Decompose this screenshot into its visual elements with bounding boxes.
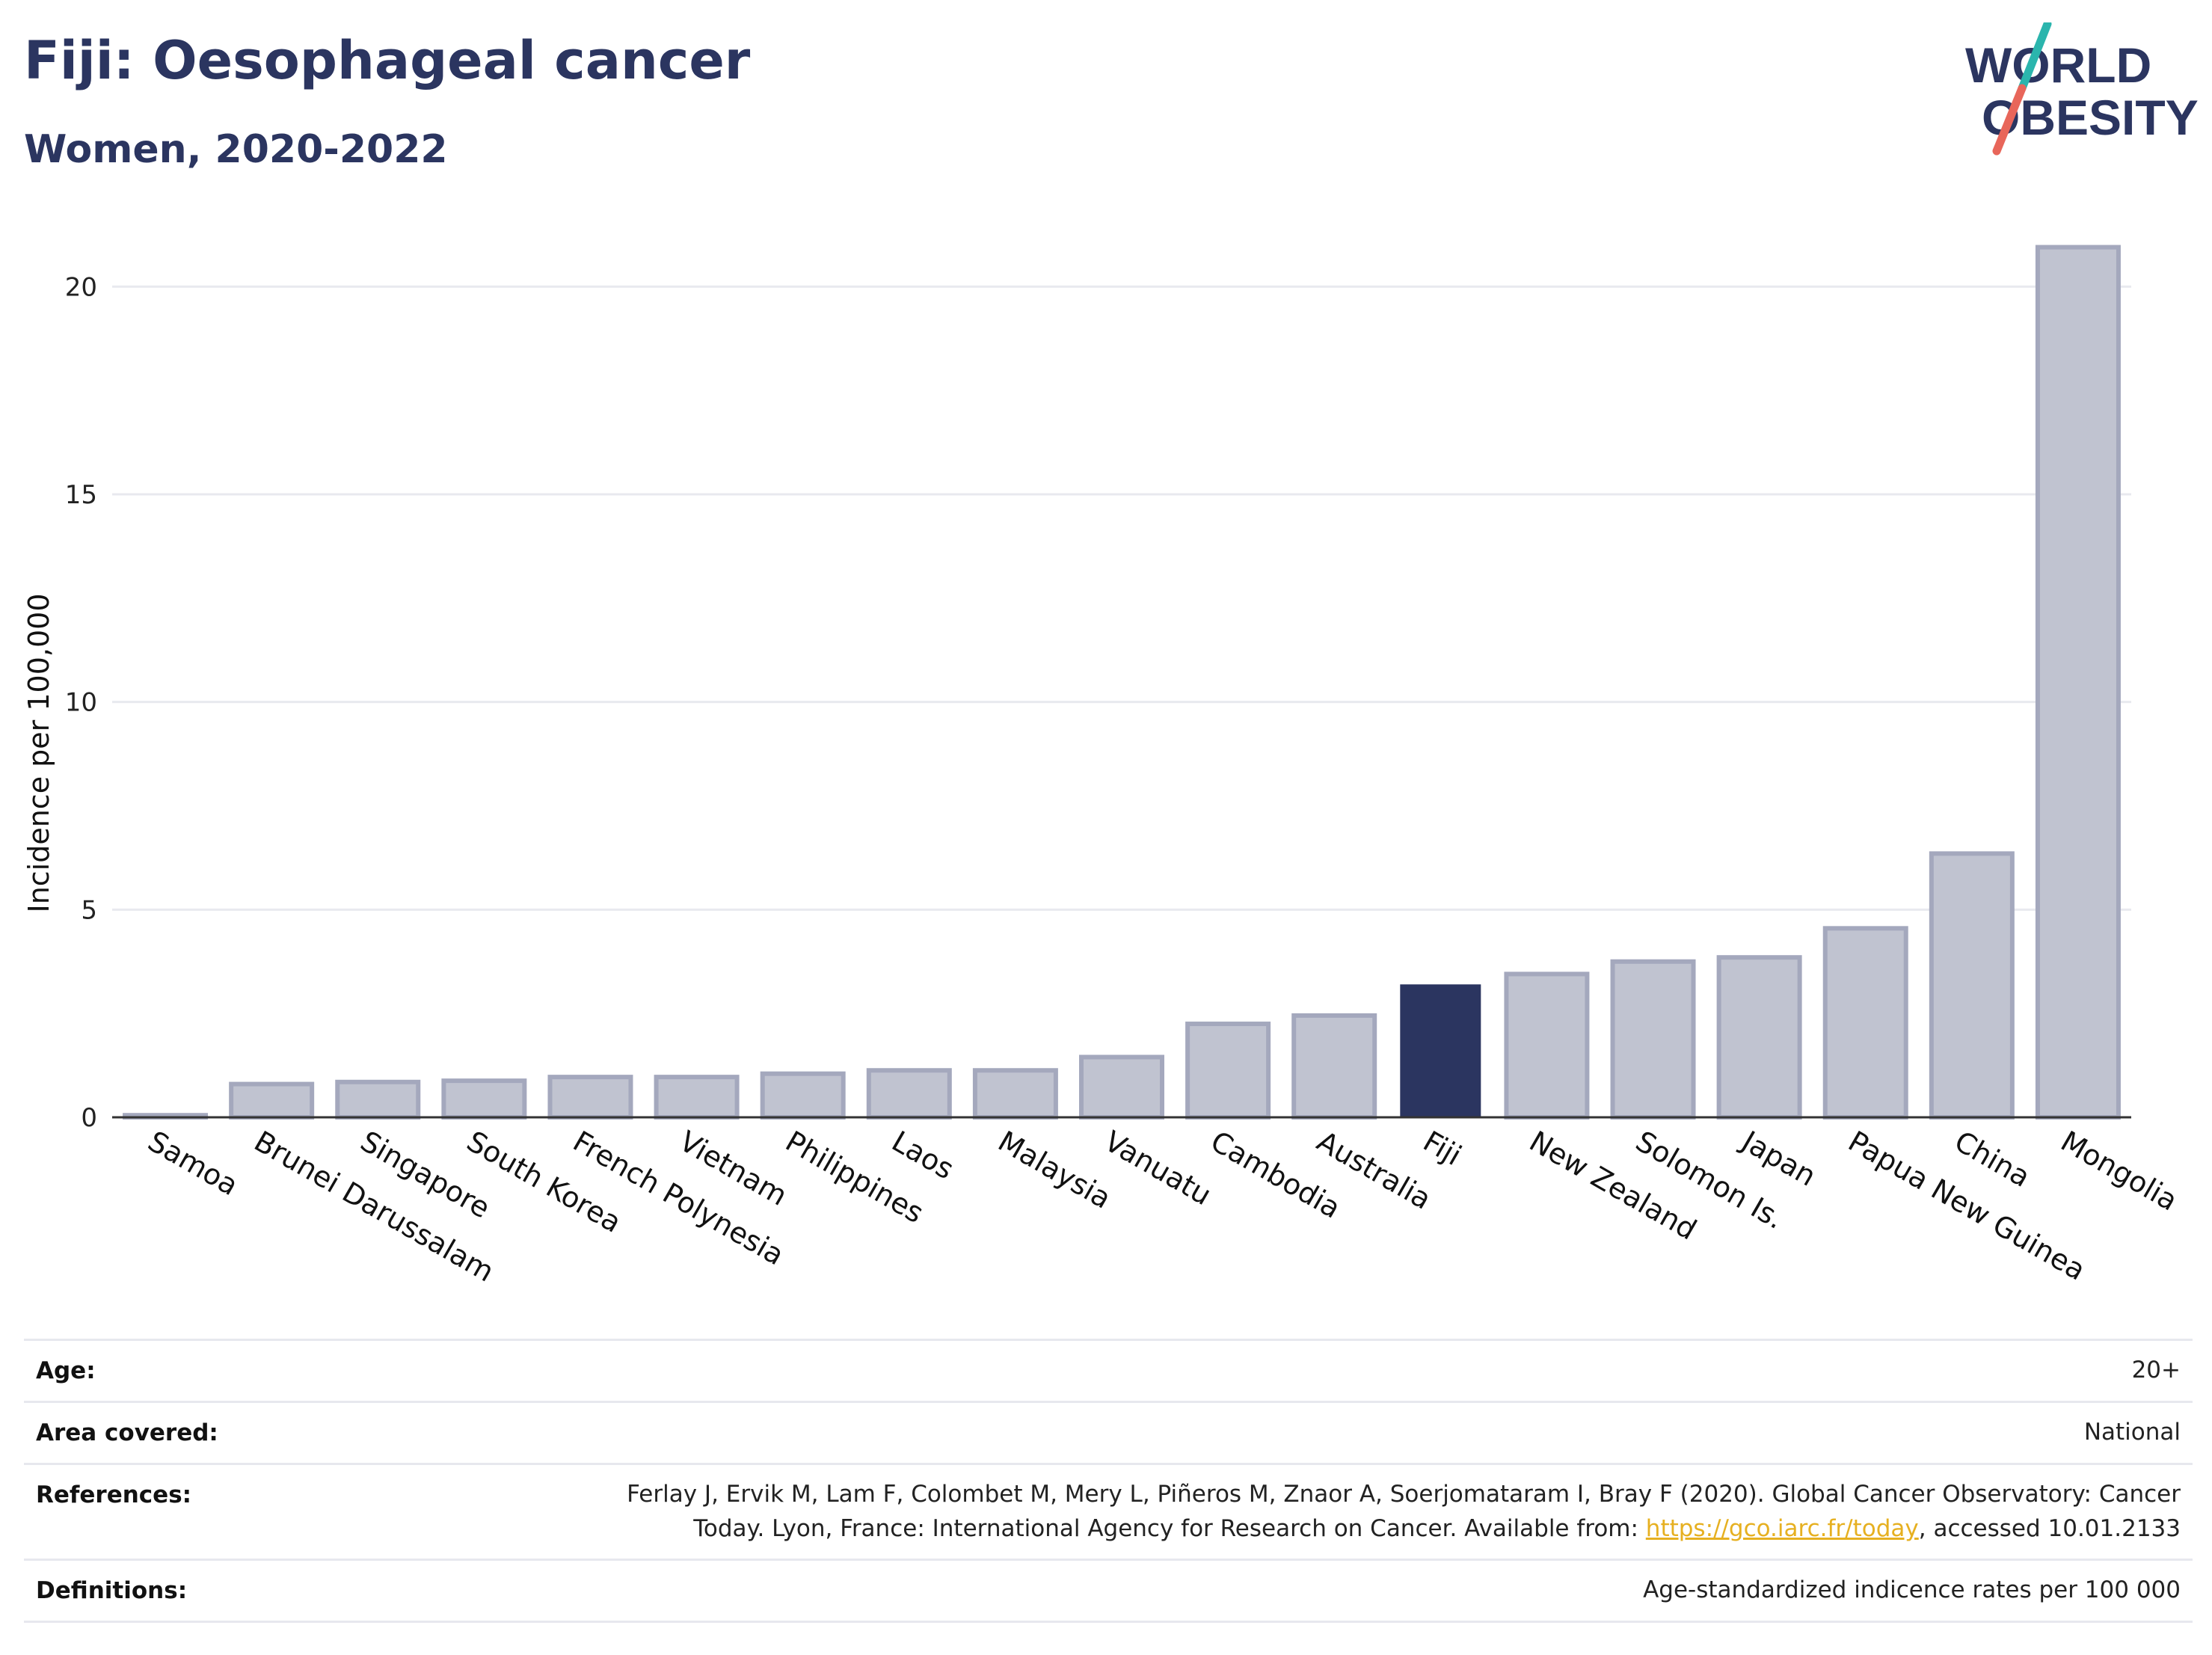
x-tick-label: Mongolia: [2055, 1125, 2183, 1218]
bar-new-zealand: [1504, 971, 1590, 1120]
references-line-2: Today. Lyon, France: International Agenc…: [461, 1511, 2181, 1546]
bar-china: [1929, 851, 2015, 1120]
y-tick-label: 10: [65, 688, 97, 718]
references-value: Ferlay J, Ervik M, Lam F, Colombet M, Me…: [461, 1477, 2181, 1546]
x-tick-label: Samoa: [143, 1125, 244, 1203]
references-line-1: Ferlay J, Ervik M, Lam F, Colombet M, Me…: [627, 1481, 2181, 1508]
bar-japan: [1716, 955, 1802, 1120]
info-row-area: Area covered: National: [24, 1401, 2193, 1463]
area-label: Area covered:: [36, 1419, 218, 1446]
x-tick-label: Malaysia: [992, 1125, 1116, 1215]
references-link[interactable]: https://gco.iarc.fr/today: [1645, 1515, 1919, 1542]
x-tick-label: Vanuatu: [1099, 1125, 1217, 1212]
bar-singapore: [335, 1079, 421, 1120]
bar-philippines: [760, 1071, 846, 1120]
y-tick-label: 20: [65, 272, 97, 302]
info-row-references: References: Ferlay J, Ervik M, Lam F, Co…: [24, 1463, 2193, 1559]
info-row-age: Age: 20+: [24, 1339, 2193, 1401]
x-tick-label: Laos: [886, 1125, 959, 1186]
bar-malaysia: [972, 1068, 1058, 1120]
bar-french-polynesia: [547, 1075, 633, 1120]
bar-vanuatu: [1079, 1054, 1164, 1120]
y-tick-label: 15: [65, 480, 97, 510]
bar-papua-new-guinea: [1822, 926, 1908, 1120]
references-line-2-suffix: , accessed 10.01.2133: [1918, 1515, 2181, 1542]
bar-solomon-is-: [1610, 959, 1696, 1120]
area-value: National: [2083, 1419, 2181, 1446]
age-label: Age:: [36, 1357, 96, 1384]
bars: [123, 245, 2121, 1120]
y-axis-label: Incidence per 100,000: [22, 593, 55, 912]
bar-south-korea: [441, 1078, 527, 1120]
logo-slash-top: [2018, 22, 2052, 93]
x-tick-label: Fiji: [1418, 1125, 1467, 1172]
bar-mongolia: [2035, 245, 2121, 1120]
info-table: Age: 20+ Area covered: National Referenc…: [24, 1339, 2193, 1623]
definitions-value: Age-standardized indicence rates per 100…: [1643, 1576, 2181, 1603]
bar-laos: [866, 1068, 952, 1120]
definitions-label: Definitions:: [36, 1577, 188, 1604]
logo-line1: WORLD: [1965, 37, 2151, 93]
info-row-definitions: Definitions: Age-standardized indicence …: [24, 1559, 2193, 1623]
logo-slash-bottom: [1992, 84, 2027, 156]
bar-brunei-darussalam: [229, 1081, 315, 1120]
page-subtitle: Women, 2020-2022: [24, 127, 448, 172]
page-title: Fiji: Oesophageal cancer: [24, 30, 751, 91]
bar-cambodia: [1185, 1022, 1271, 1120]
age-value: 20+: [2131, 1357, 2181, 1384]
references-label: References:: [36, 1481, 192, 1508]
y-tick-label: 5: [81, 895, 97, 925]
y-tick-label: 0: [81, 1103, 97, 1133]
gridlines: [112, 285, 2131, 911]
bar-australia: [1291, 1013, 1377, 1120]
world-obesity-logo: WORLD OBESITY: [1965, 22, 2199, 156]
bar-vietnam: [654, 1075, 740, 1120]
references-line-2-prefix: Today. Lyon, France: International Agenc…: [693, 1515, 1646, 1542]
bar-fiji: [1400, 984, 1481, 1117]
